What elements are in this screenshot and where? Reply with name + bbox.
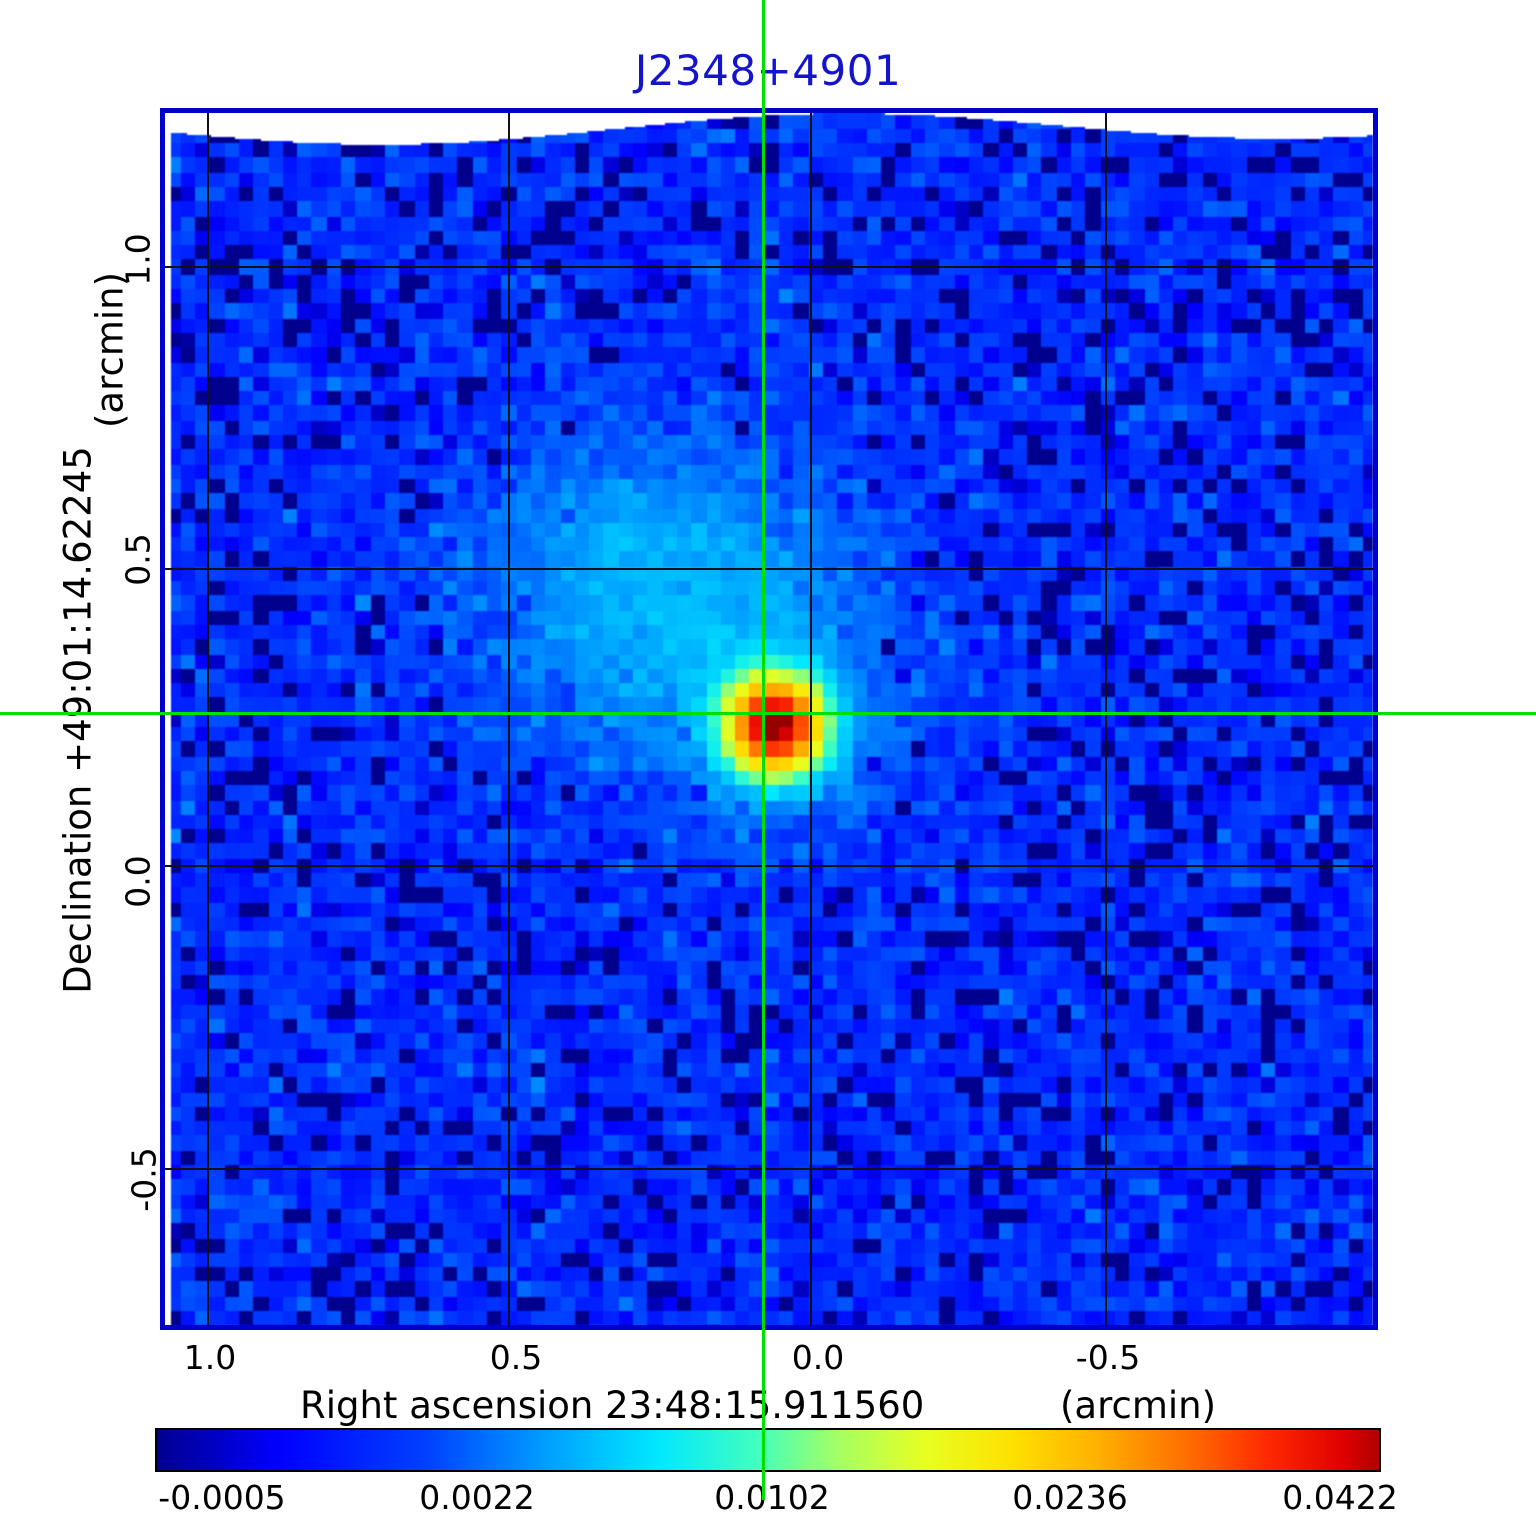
colorbar-tick-0: -0.0005 bbox=[158, 1478, 286, 1517]
colorbar-tick-4: 0.0422 bbox=[1282, 1478, 1398, 1517]
xtick-label-3: -0.5 bbox=[1075, 1338, 1141, 1377]
colorbar[interactable] bbox=[155, 1428, 1381, 1472]
colorbar-tick-2: 0.0102 bbox=[714, 1478, 830, 1517]
gridline-horizontal-dec-neg0p5 bbox=[165, 1168, 1373, 1170]
xtick-label-2: 0.0 bbox=[791, 1338, 845, 1377]
radio-map-canvas[interactable] bbox=[165, 113, 1373, 1325]
sky-image-panel[interactable] bbox=[160, 108, 1378, 1330]
ytick-label-1: 0.5 bbox=[112, 533, 164, 585]
y-axis-unit-label: (arcmin) bbox=[88, 271, 132, 429]
crosshair-vertical-line bbox=[762, 0, 765, 1500]
gridline-vertical-ra-0 bbox=[810, 113, 812, 1325]
colorbar-tick-1: 0.0022 bbox=[419, 1478, 535, 1517]
colorbar-tick-3: 0.0236 bbox=[1012, 1478, 1128, 1517]
y-axis-label: Declination +49:01:14.62245 bbox=[56, 446, 100, 994]
gridline-vertical-ra-0p5 bbox=[508, 113, 510, 1325]
xtick-label-1: 0.5 bbox=[489, 1338, 543, 1377]
x-axis-label: Right ascension 23:48:15.911560 bbox=[300, 1384, 925, 1427]
crosshair-horizontal-line bbox=[0, 712, 1536, 715]
xtick-label-0: 1.0 bbox=[183, 1338, 237, 1377]
ytick-label-2: 0.0 bbox=[112, 855, 164, 907]
ytick-text-3: -0.5 bbox=[124, 1147, 164, 1212]
ytick-text-2: 0.0 bbox=[118, 855, 158, 908]
ytick-text-1: 0.5 bbox=[118, 533, 158, 586]
gridline-horizontal-dec-0p5 bbox=[165, 568, 1373, 570]
page-title: J2348+4901 bbox=[634, 46, 902, 95]
x-axis-unit-label: (arcmin) bbox=[1060, 1384, 1217, 1427]
gridline-horizontal-dec-0 bbox=[165, 865, 1373, 867]
ytick-label-3: -0.5 bbox=[112, 1147, 176, 1211]
gridline-horizontal-dec-1 bbox=[165, 266, 1373, 268]
gridline-vertical-ra-1 bbox=[207, 113, 209, 1325]
gridline-vertical-ra-neg0p5 bbox=[1105, 113, 1107, 1325]
